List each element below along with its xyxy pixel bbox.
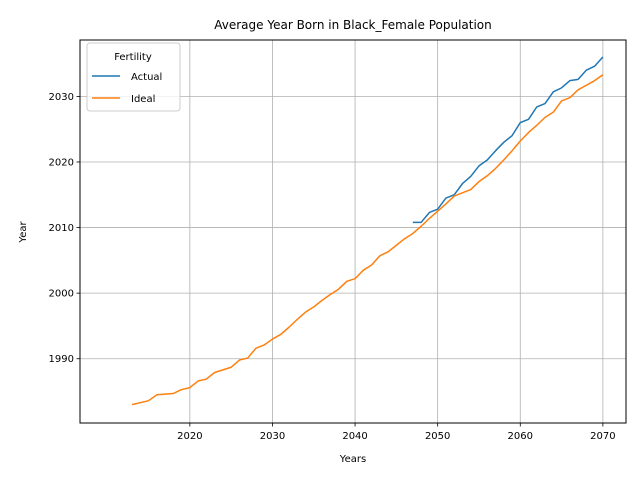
x-axis-label: Years (339, 454, 366, 465)
legend-box (86, 42, 181, 112)
y-tick-label: 2020 (49, 157, 74, 168)
series-line-ideal (131, 74, 604, 406)
legend-label-ideal: Ideal (131, 94, 155, 105)
y-tick-label: 1990 (49, 354, 74, 365)
x-tick-label: 2060 (508, 431, 533, 442)
series-line-actual (412, 56, 604, 224)
x-tick-label: 2030 (260, 431, 285, 442)
y-tick-label: 2030 (49, 92, 74, 103)
x-tick-label: 2040 (342, 431, 367, 442)
plot-frame (79, 39, 627, 424)
axis-ticks: 2020 2030 2040 2050 2060 2070 1990 2000 2010 2020… (49, 92, 616, 442)
x-tick-label: 2050 (425, 431, 450, 442)
x-tick-label: 2070 (590, 431, 615, 442)
legend-label-actual: Actual (131, 72, 162, 83)
legend-title: Fertility (114, 52, 152, 63)
y-tick-label: 2010 (49, 223, 74, 234)
y-tick-label: 2000 (49, 289, 74, 300)
legend: Fertility Actual Ideal (86, 42, 181, 112)
series-lines (131, 56, 604, 406)
grid (80, 40, 626, 423)
chart-title: Average Year Born in Black_Female Popula… (214, 18, 492, 32)
y-axis-label: Year (18, 221, 29, 244)
x-tick-label: 2020 (177, 431, 202, 442)
